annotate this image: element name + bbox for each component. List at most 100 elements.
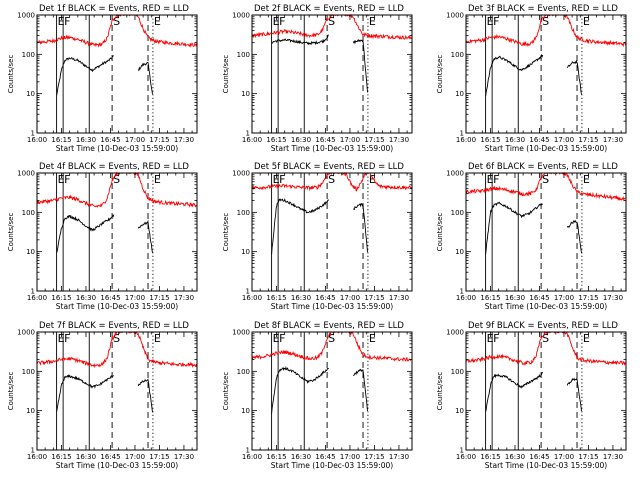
x-tick-label: 16:45 [529,453,549,461]
events-series-line [566,377,582,412]
y-tick-label: 1 [31,130,35,138]
marker-label: S [328,332,335,345]
lld-series-line [126,171,197,208]
panel-title: Det 3f BLACK = Events, RED = LLD [468,4,618,14]
events-series-line [485,53,544,97]
x-tick-label: 16:15 [266,294,286,302]
x-axis-label: Start Time (10-Dec-03 15:59:00) [271,461,393,470]
y-tick-label: 10 [26,90,35,98]
y-tick-label: 1 [460,447,464,455]
marker-label: E [154,15,161,28]
marker-label: S [542,332,549,345]
marker-label: F [64,332,70,345]
x-tick-label: 16:30 [76,294,96,302]
plot-frame [251,172,413,292]
x-tick-label: 17:30 [603,136,623,144]
y-tick-label: 1000 [17,170,35,178]
y-tick-label: 1 [460,130,464,138]
y-tick-label: 1000 [446,329,464,337]
marker-label: S [328,15,335,28]
lld-series-line [369,172,413,191]
marker-label: S [113,15,120,28]
lld-series-line [465,172,556,197]
x-tick-label: 17:30 [389,453,409,461]
x-tick-label: 16:45 [100,294,120,302]
x-tick-label: 17:15 [364,453,384,461]
panel-title: Det 2f BLACK = Events, RED = LLD [254,4,404,14]
y-tick-label: 10 [241,90,250,98]
x-tick-label: 17:15 [578,453,598,461]
lld-series-line [126,14,197,48]
y-tick-label: 100 [451,209,464,217]
x-tick-label: 17:30 [603,294,623,302]
lld-series-line [36,14,127,48]
marker-label: S [113,332,120,345]
x-tick-label: 16:00 [27,294,47,302]
x-tick-label: 16:45 [315,294,335,302]
events-series-line [353,202,368,253]
panel-title: Det 4f BLACK = Events, RED = LLD [39,162,189,172]
x-axis-label: Start Time (10-Dec-03 15:59:00) [56,461,178,470]
x-tick-label: 17:00 [125,136,145,144]
x-axis-label: Start Time (10-Dec-03 15:59:00) [56,302,178,311]
y-tick-label: 100 [451,368,464,376]
x-tick-label: 16:45 [100,136,120,144]
x-tick-label: 17:00 [340,136,360,144]
x-tick-label: 17:00 [340,294,360,302]
x-tick-label: 17:00 [554,136,574,144]
lld-series-line [341,331,412,363]
marker-label: F [493,173,499,186]
y-tick-label: 100 [22,368,35,376]
y-tick-label: 100 [22,51,35,59]
events-series-line [56,214,115,253]
marker-label: S [542,15,549,28]
marker-label: S [113,173,120,186]
y-tick-label: 1000 [232,329,250,337]
marker-label: E [369,173,376,186]
events-series-line [352,39,368,93]
y-tick-label: 10 [26,407,35,415]
x-tick-label: 16:45 [529,136,549,144]
x-tick-label: 16:00 [27,136,47,144]
x-axis-label: Start Time (10-Dec-03 15:59:00) [56,144,178,153]
x-tick-label: 17:15 [149,136,169,144]
x-tick-label: 17:30 [389,136,409,144]
lld-series-line [465,14,556,47]
x-tick-label: 16:45 [529,294,549,302]
x-tick-label: 16:15 [480,453,500,461]
y-tick-label: 10 [241,407,250,415]
x-tick-label: 17:15 [578,294,598,302]
marker-label: F [493,332,499,345]
x-tick-label: 16:00 [242,453,262,461]
lld-series-line [341,13,412,40]
events-series-line [485,201,544,255]
marker-label: F [279,173,285,186]
y-tick-label: 1 [460,288,464,296]
y-tick-label: 1 [31,447,35,455]
x-tick-label: 17:30 [603,453,623,461]
marker-label: E [583,332,590,345]
lld-series-line [251,13,342,39]
events-series-line [56,374,115,412]
x-tick-label: 16:30 [291,136,311,144]
y-tick-label: 1000 [232,12,250,20]
events-series-line [271,198,330,255]
x-tick-label: 16:00 [27,453,47,461]
panel-title: Det 5f BLACK = Events, RED = LLD [254,162,404,172]
events-series-line [137,378,153,413]
y-tick-label: 1 [246,130,250,138]
events-series-line [566,219,582,254]
x-tick-label: 16:30 [505,136,525,144]
y-tick-label: 100 [22,209,35,217]
x-tick-label: 16:00 [456,136,476,144]
marker-label: E [583,173,590,186]
marker-label: F [64,173,70,186]
y-tick-label: 100 [237,51,250,59]
marker-label: E [273,173,280,186]
x-tick-label: 16:15 [480,136,500,144]
x-tick-label: 17:15 [578,136,598,144]
marker-label: S [542,173,549,186]
plot-frame [251,14,413,134]
